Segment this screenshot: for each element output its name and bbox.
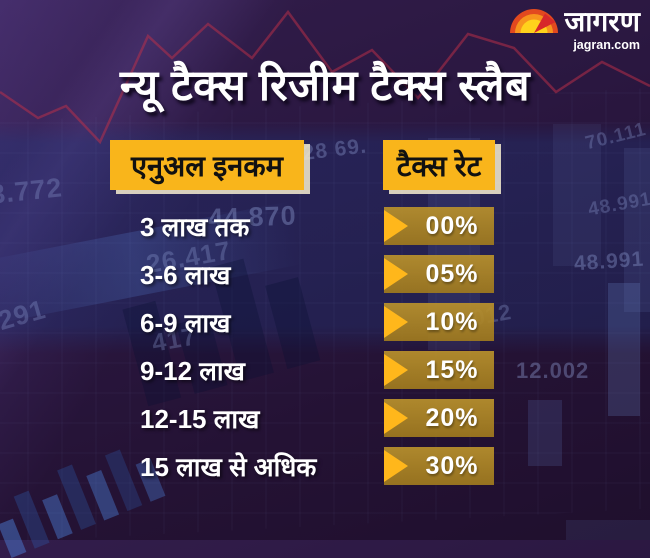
page-title: न्यू टैक्स रिजीम टैक्स स्लैब (119, 62, 531, 110)
tax-rate-value: 15% (425, 355, 479, 384)
arrow-right-icon (384, 354, 408, 386)
tax-rate-box: 15% (384, 351, 494, 389)
arrow-right-icon (384, 450, 408, 482)
tax-rate-value: 00% (425, 211, 479, 240)
income-range-label: 3-6 लाख (140, 260, 231, 290)
income-range-label: 6-9 लाख (140, 308, 231, 338)
jagran-sun-icon (509, 9, 558, 33)
annual-income-header: एनुअल इनकम (110, 140, 304, 190)
arrow-right-icon (384, 306, 408, 338)
background-ticker-number: 3.772 (0, 172, 64, 210)
income-range-label: 9-12 लाख (140, 356, 245, 386)
tax-slab-row: 3 लाख तक 00% (0, 207, 650, 245)
tax-slab-row: 9-12 लाख 15% (0, 351, 650, 389)
tax-rate-value: 30% (425, 451, 479, 480)
tax-slab-row: 12-15 लाख 20% (0, 399, 650, 437)
tax-slab-table: 3 लाख तक 00% 3-6 लाख 05% 6-9 लाख 10% 9-1… (0, 207, 650, 495)
tax-slab-row: 3-6 लाख 05% (0, 255, 650, 293)
tax-slab-row: 6-9 लाख 10% (0, 303, 650, 341)
tax-rate-value: 10% (425, 307, 479, 336)
tax-rate-header: टैक्स रेट (383, 140, 495, 190)
tax-rate-box: 05% (384, 255, 494, 293)
tax-slab-row: 15 लाख से अधिक 30% (0, 447, 650, 485)
income-range-label: 15 लाख से अधिक (140, 452, 317, 482)
brand-name: जागरण (564, 6, 641, 37)
tax-rate-box: 20% (384, 399, 494, 437)
income-range-label: 3 लाख तक (140, 212, 250, 242)
arrow-right-icon (384, 402, 408, 434)
tax-rate-box: 30% (384, 447, 494, 485)
tax-rate-value: 05% (425, 259, 479, 288)
arrow-right-icon (384, 258, 408, 290)
arrow-right-icon (384, 210, 408, 242)
tax-rate-value: 20% (425, 403, 479, 432)
tax-rate-box: 10% (384, 303, 494, 341)
income-range-label: 12-15 लाख (140, 404, 260, 434)
brand-site-url: jagran.com (573, 38, 640, 52)
jagran-logo: जागरण jagran.com (509, 6, 641, 52)
background-ticker-number: 70.111 (583, 118, 649, 155)
tax-rate-box: 00% (384, 207, 494, 245)
background-bar (566, 520, 650, 540)
